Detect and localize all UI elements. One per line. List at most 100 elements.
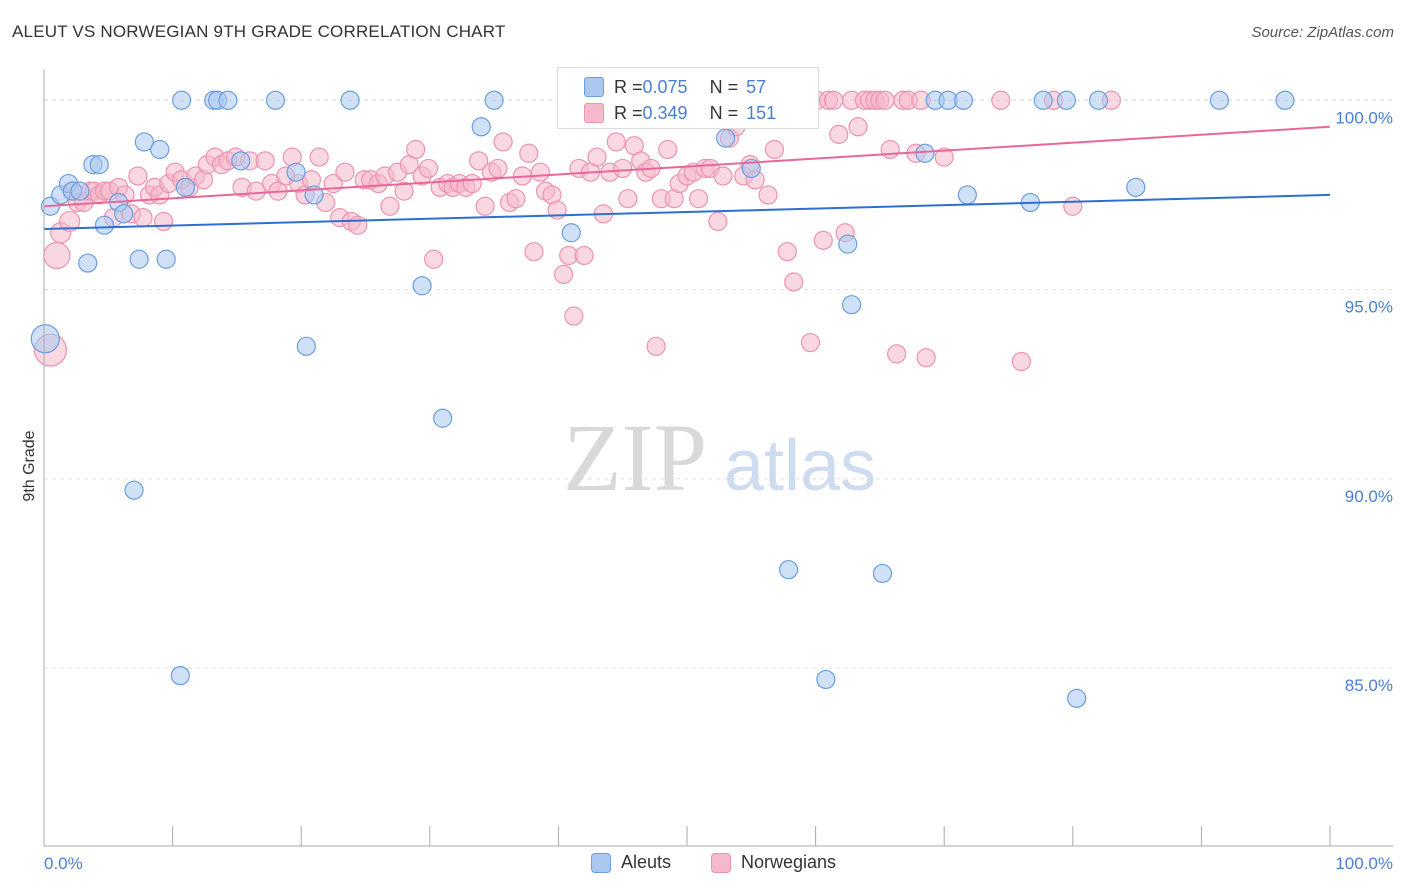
norwegian-point [406,139,426,160]
norwegian-point [587,147,607,167]
norwegian-point [764,139,785,160]
aleut-point [286,162,306,182]
aleut-point [1088,90,1109,110]
norwegian-point [916,348,936,368]
legend-item-aleuts[interactable]: Aleuts [591,852,671,873]
aleut-point [218,90,238,110]
norwegian-point [462,173,482,194]
watermark-zip: ZIP [563,404,707,511]
aleut-point [70,181,90,201]
aleut-point [1126,177,1146,197]
aleut-point [741,158,761,179]
legend-swatch-norwegians [584,103,604,123]
norwegian-point [506,189,526,209]
norwegian-point [418,158,439,179]
aleut-point [953,90,974,110]
aleut-point [134,132,154,152]
norwegian-point [469,151,489,171]
norwegian-point [348,215,368,235]
aleut-point [915,143,935,163]
aleut-point [778,560,799,580]
legend-item-norwegians[interactable]: Norwegians [711,852,836,873]
aleut-point [471,117,491,137]
legend-row-aleuts: R = 0.075 N = 57 [584,75,766,99]
aleut-point [265,90,286,110]
aleut-point [561,223,581,243]
norwegian-point [1063,196,1083,216]
norwegian-point [991,90,1011,110]
norwegians-points [33,90,1121,372]
norwegian-point [613,158,633,179]
axes [43,70,1393,847]
stats-legend: R = 0.075 N = 57 R = 0.349 N = 151 [557,67,819,129]
norwegian-point [335,162,355,182]
norwegian-point [530,162,550,182]
norwegian-point [758,185,778,205]
aleut-point [296,336,316,356]
norwegian-point [618,189,638,209]
aleut-point [124,480,144,500]
x-tick-left: 0.0% [44,854,83,873]
norwegian-point [606,132,626,152]
norwegian-point [880,139,900,160]
aleut-point [170,666,190,686]
norwegian-point [708,211,728,232]
norwegian-point [553,264,574,285]
aleut-point [156,249,176,269]
watermark-atlas: atlas [724,426,876,506]
norwegian-point [824,90,844,110]
aleut-point [78,253,98,273]
norwegian-point [564,306,584,326]
norwegian-point [246,181,266,201]
norwegian-point [424,249,444,269]
aleut-point [129,249,149,269]
aleut-point [175,177,196,197]
norwegian-point [128,166,148,186]
norwegian-point [829,124,849,144]
legend-swatch-aleuts [591,852,611,873]
aleut-point [957,185,977,205]
legend-swatch-norwegians [711,852,731,873]
legend-r-key: R = [614,102,643,123]
legend-label-aleuts: Aleuts [621,852,672,872]
norwegian-point [813,230,833,250]
y-tick-label: 100.0% [1335,108,1393,127]
aleut-point [1275,90,1295,110]
norwegian-point [777,242,797,262]
x-tick-right: 100.0% [1335,854,1393,873]
legend-n-value: 57 [746,76,767,97]
aleut-point [433,408,453,428]
aleut-point [114,204,134,224]
y-tick-label: 85.0% [1345,676,1393,695]
norwegian-point [688,189,709,209]
norwegian-point [887,344,907,364]
watermark: ZIP atlas [563,404,876,511]
norwegian-point [848,117,868,137]
aleut-point [89,155,109,175]
aleuts-trend-line [43,193,1331,230]
norwegian-point [658,139,678,160]
source-label: Source: ZipAtlas.com [1251,24,1394,41]
norwegian-point [43,241,71,270]
norwegian-point [394,181,414,201]
legend-n-key: N = [709,76,739,97]
chart-title: ALEUT VS NORWEGIAN 9TH GRADE CORRELATION… [12,22,506,41]
norwegian-point [519,143,539,163]
y-tick-label: 95.0% [1345,298,1393,317]
norwegian-point [646,336,666,356]
aleut-point [172,90,192,110]
legend-r-key: R = [614,76,643,97]
aleut-point [412,276,432,296]
series-legend: Aleuts Norwegians [0,852,1406,878]
aleuts-points [30,90,1295,708]
legend-row-norwegians: R = 0.349 N = 151 [584,101,776,125]
aleut-point [340,90,360,110]
norwegian-point [875,90,895,110]
legend-r-value: 0.075 [642,76,688,97]
legend-label-norwegians: Norwegians [741,852,837,872]
norwegian-point [153,211,174,232]
norwegian-point [1011,351,1031,372]
norwegian-point [475,196,495,216]
norwegian-point [493,132,513,152]
